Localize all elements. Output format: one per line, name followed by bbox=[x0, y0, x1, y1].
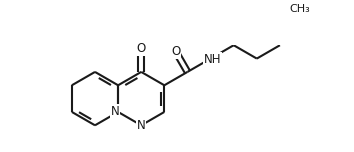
Text: N: N bbox=[111, 105, 120, 118]
Text: N: N bbox=[137, 119, 145, 132]
Text: NH: NH bbox=[204, 53, 221, 66]
Text: CH₃: CH₃ bbox=[290, 3, 310, 14]
Text: O: O bbox=[137, 42, 146, 55]
Text: O: O bbox=[171, 45, 181, 58]
